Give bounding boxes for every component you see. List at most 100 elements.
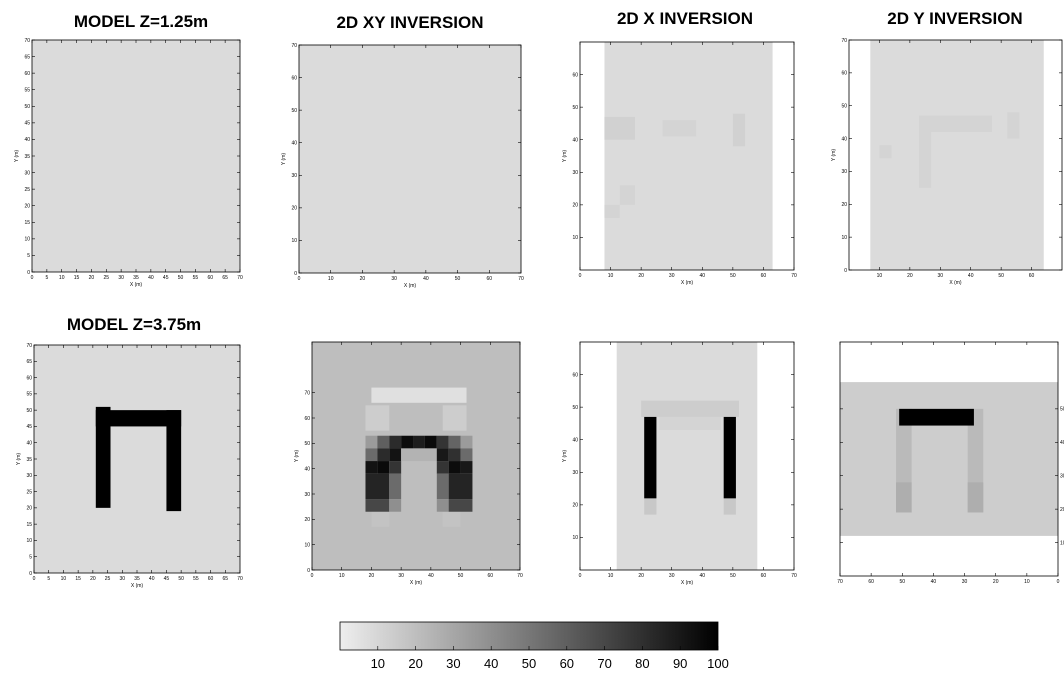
y-tick-label: 50 xyxy=(572,405,578,411)
panel-y-inversion-bottom: 70 60 50 40 30 20 10 0 10 20 30 40 50 xyxy=(837,341,1064,585)
x-tick-label: 0 xyxy=(1057,579,1060,585)
y-tick-label: 15 xyxy=(26,522,32,528)
x-tick-label: 70 xyxy=(791,573,797,579)
heatmap-cell xyxy=(460,448,473,462)
x-tick-label: 30 xyxy=(962,579,968,585)
heatmap-cell xyxy=(918,115,993,132)
y-tick-label: 40 xyxy=(24,137,30,143)
x-axis-label: X (m) xyxy=(404,283,417,289)
y-axis-label: Y (m) xyxy=(562,450,568,462)
plot-frame xyxy=(839,341,1059,577)
y-tick-label: 30 xyxy=(26,473,32,479)
x-tick-label: 50 xyxy=(178,576,184,582)
heatmap-cell xyxy=(849,40,871,270)
heatmap-cell xyxy=(401,448,437,462)
heatmap-cell xyxy=(604,204,620,218)
heatmap-cell xyxy=(401,435,414,449)
y-tick-label: 50 xyxy=(24,104,30,110)
x-tick-label: 70 xyxy=(517,573,523,579)
y-tick-label: 40 xyxy=(304,466,310,472)
heatmap-cell xyxy=(389,461,402,474)
x-tick-label: 0 xyxy=(579,273,582,279)
x-tick-label: 0 xyxy=(31,275,34,281)
heatmap-cell xyxy=(604,116,636,140)
panel-title: MODEL Z=1.25m xyxy=(74,12,208,31)
x-tick-label: 20 xyxy=(993,579,999,585)
x-tick-label: 20 xyxy=(638,573,644,579)
x-tick-label: 15 xyxy=(75,576,81,582)
y-tick-label: 40 xyxy=(841,136,847,142)
y-tick-label: 10 xyxy=(1060,540,1064,546)
heatmap-cell xyxy=(840,342,1058,383)
heatmap-model-z125: 0 5 10 15 20 25 30 35 40 45 50 55 60 65 70 0 5 10 15 20 25 30… xyxy=(14,38,243,288)
colorbar-tick-label: 50 xyxy=(522,656,536,671)
heatmap-background xyxy=(34,345,240,573)
y-axis-label: Y (m) xyxy=(562,150,568,162)
x-tick-label: 20 xyxy=(89,275,95,281)
heatmap-cell xyxy=(448,473,473,500)
x-tick-label: 0 xyxy=(311,573,314,579)
heatmap-cell xyxy=(389,435,402,449)
y-tick-label: 40 xyxy=(291,141,297,147)
y-tick-label: 50 xyxy=(304,441,310,447)
heatmap-cell xyxy=(879,145,892,159)
heatmap-cell xyxy=(365,461,378,474)
x-tick-label: 60 xyxy=(488,573,494,579)
heatmap-cell xyxy=(389,473,402,500)
x-tick-label: 10 xyxy=(608,573,614,579)
y-tick-label: 35 xyxy=(24,154,30,160)
heatmap-cell xyxy=(365,405,390,431)
heatmap-cell xyxy=(377,461,390,474)
heatmap-cell xyxy=(377,435,390,449)
x-tick-label: 70 xyxy=(791,273,797,279)
panel-model-z375: MODEL Z=3.75m 0 5 10 15 20 25 30 35 40 45 50 55 60 65… xyxy=(16,315,243,589)
x-tick-label: 30 xyxy=(120,576,126,582)
heatmap-cell xyxy=(436,499,449,512)
y-tick-label: 65 xyxy=(24,54,30,60)
x-tick-label: 30 xyxy=(398,573,404,579)
heatmap-cell xyxy=(371,387,467,403)
x-axis-label: X (m) xyxy=(949,280,962,286)
heatmap-x-inversion-bottom: 0 10 20 30 40 50 60 70 10 20 30 40 50 60 X (m) Y (m) xyxy=(562,341,797,586)
heatmap-cell xyxy=(424,435,437,449)
y-tick-label: 40 xyxy=(1060,440,1064,446)
y-tick-label: 30 xyxy=(572,470,578,476)
y-tick-label: 70 xyxy=(24,38,30,44)
y-tick-label: 10 xyxy=(291,238,297,244)
heatmap-cell xyxy=(448,499,473,512)
heatmap-cell xyxy=(659,416,721,430)
heatmap-cell xyxy=(840,535,1058,576)
x-axis-label: X (m) xyxy=(681,580,694,586)
x-tick-label: 10 xyxy=(328,276,334,282)
x-tick-label: 50 xyxy=(178,275,184,281)
y-tick-label: 30 xyxy=(572,170,578,176)
x-tick-label: 60 xyxy=(487,276,493,282)
x-tick-label: 45 xyxy=(164,576,170,582)
x-tick-label: 40 xyxy=(423,276,429,282)
y-tick-label: 40 xyxy=(26,441,32,447)
heatmap-cell xyxy=(448,435,461,449)
x-tick-label: 40 xyxy=(931,579,937,585)
y-tick-label: 65 xyxy=(26,359,32,365)
y-tick-label: 60 xyxy=(291,75,297,81)
y-tick-label: 30 xyxy=(291,173,297,179)
y-tick-label: 10 xyxy=(26,538,32,544)
y-tick-label: 45 xyxy=(26,424,32,430)
x-tick-label: 25 xyxy=(104,275,110,281)
x-tick-label: 40 xyxy=(968,273,974,279)
y-tick-label: 5 xyxy=(27,253,30,259)
heatmap-cell xyxy=(619,185,636,205)
heatmap-cell xyxy=(967,482,984,513)
x-tick-label: 60 xyxy=(1029,273,1035,279)
x-tick-label: 60 xyxy=(208,275,214,281)
heatmap-cell xyxy=(365,499,390,512)
plot-frame xyxy=(298,44,522,274)
heatmap-cell xyxy=(580,342,617,570)
x-tick-label: 30 xyxy=(118,275,124,281)
y-tick-label: 0 xyxy=(307,568,310,574)
panel-x-inversion-bottom: 0 10 20 30 40 50 60 70 10 20 30 40 50 60 X (m) Y (m) xyxy=(562,341,797,586)
x-tick-label: 65 xyxy=(222,275,228,281)
y-tick-label: 30 xyxy=(24,170,30,176)
colorbar-tick-label: 40 xyxy=(484,656,498,671)
y-tick-label: 50 xyxy=(26,408,32,414)
